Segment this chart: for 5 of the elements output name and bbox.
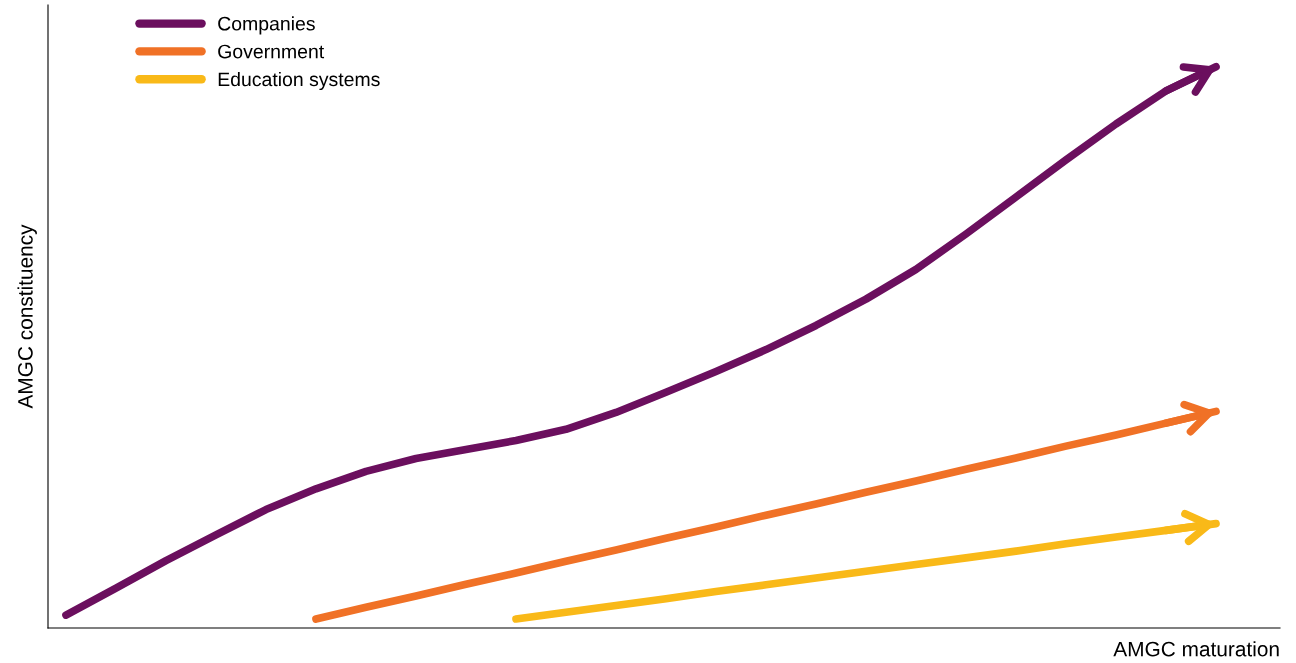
x-axis-title: AMGC maturation xyxy=(1113,641,1279,657)
y-axis-title: AMGC constituency xyxy=(17,224,37,409)
legend-label: Education systems xyxy=(218,71,380,91)
legend-label: Companies xyxy=(218,16,315,35)
legend-label: Government xyxy=(218,44,325,59)
